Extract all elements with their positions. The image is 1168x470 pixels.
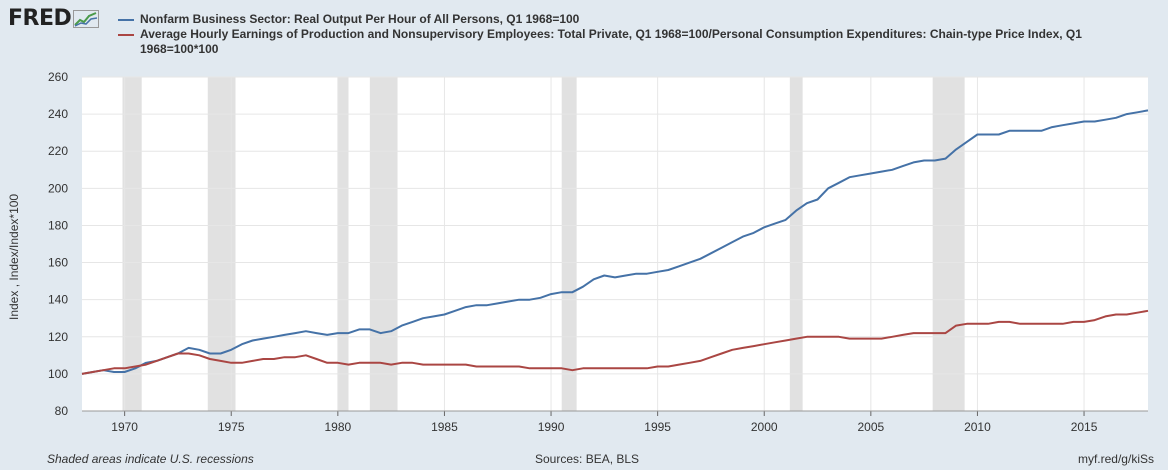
x-tick-label: 2000 [751, 420, 778, 434]
recession-band [932, 77, 965, 411]
y-tick-label: 140 [48, 293, 68, 307]
x-tick-label: 1985 [431, 420, 458, 434]
x-tick-label: 1975 [218, 420, 245, 434]
legend-label-series-1: Nonfarm Business Sector: Real Output Per… [140, 12, 580, 26]
y-tick-label: 120 [48, 330, 68, 344]
y-tick-label: 240 [48, 107, 68, 121]
series-line-1 [81, 109, 1149, 375]
y-tick-label: 160 [48, 256, 68, 270]
y-tick-label: 200 [48, 181, 68, 195]
recession-band [337, 77, 349, 411]
short-link[interactable]: myf.red/g/kiSs [1077, 452, 1154, 466]
fred-logo[interactable]: FRED [8, 6, 100, 31]
y-tick-label: 220 [48, 144, 68, 158]
legend-item-blue[interactable]: Nonfarm Business Sector: Real Output Per… [118, 12, 1128, 27]
fred-logo-text: FRED [8, 6, 72, 31]
x-tick-label: 1980 [324, 420, 351, 434]
recession-band [122, 77, 142, 411]
x-tick-label: 2010 [964, 420, 991, 434]
recession-note: Shaded areas indicate U.S. recessions [47, 452, 254, 466]
recession-band [789, 77, 803, 411]
chart-legend: Nonfarm Business Sector: Real Output Per… [118, 12, 1128, 57]
chart-line-icon [73, 9, 100, 28]
y-tick-label: 180 [48, 218, 68, 232]
recession-band [369, 77, 398, 411]
x-tick-label: 1970 [111, 420, 138, 434]
series-line-2 [81, 309, 1149, 375]
legend-swatch-red [118, 34, 134, 36]
y-tick-label: 80 [55, 404, 69, 418]
sources-text: Sources: BEA, BLS [535, 452, 640, 466]
x-tick-label: 1990 [538, 420, 565, 434]
x-tick-label: 2005 [857, 420, 884, 434]
legend-item-red[interactable]: Average Hourly Earnings of Production an… [118, 27, 1128, 57]
plot-area [82, 77, 1148, 411]
legend-label-series-2: Average Hourly Earnings of Production an… [140, 27, 1082, 56]
y-tick-label: 260 [48, 70, 68, 84]
recession-band [561, 77, 577, 411]
legend-swatch-blue [118, 19, 134, 21]
x-tick-label: 1995 [644, 420, 671, 434]
x-tick-label: 2015 [1071, 420, 1098, 434]
y-tick-label: 100 [48, 367, 68, 381]
